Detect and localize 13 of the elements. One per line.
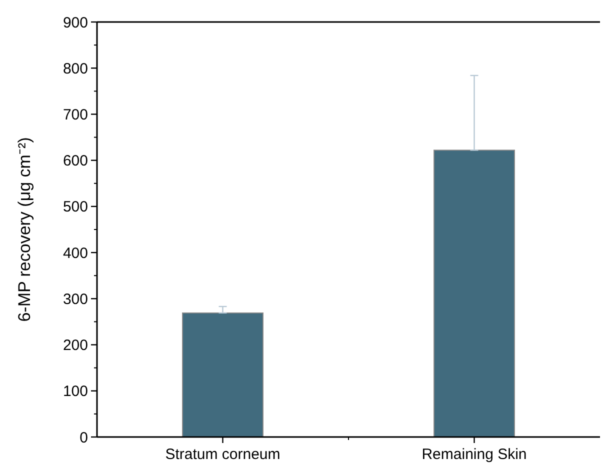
y-tick-label: 800 [62, 60, 88, 78]
y-tick-label: 100 [62, 383, 88, 400]
y-tick-label: 700 [62, 106, 88, 124]
y-tick-label: 200 [62, 337, 88, 354]
x-tick-label: Stratum corneum [165, 446, 280, 463]
y-tick-label: 300 [62, 290, 88, 308]
x-tick-label: Remaining Skin [422, 446, 527, 463]
y-tick-label: 900 [62, 14, 88, 32]
y-tick-label: 600 [62, 152, 88, 170]
y-tick-label: 0 [80, 429, 88, 446]
y-tick-label: 400 [62, 244, 88, 262]
y-axis-title: 6-MP recovery (μg cm⁻²) [15, 137, 34, 322]
y-tick-label: 500 [62, 198, 88, 216]
